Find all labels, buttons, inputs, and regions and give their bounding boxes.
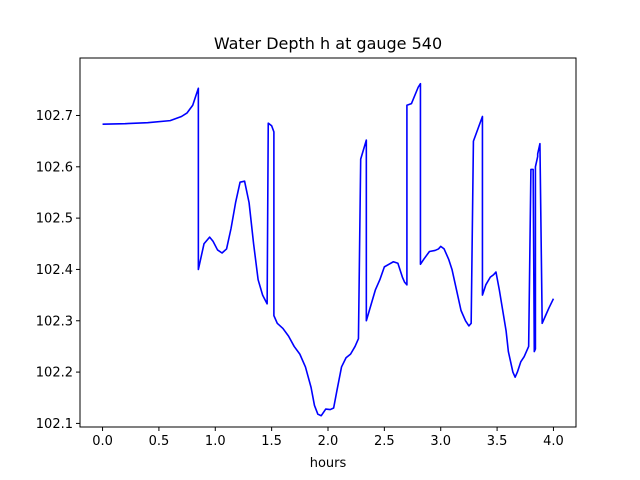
x-tick-label: 0.5 [149, 434, 170, 449]
y-tick-label: 102.2 [36, 366, 73, 381]
x-tick-label: 3.0 [430, 434, 451, 449]
x-tick-label: 2.5 [374, 434, 395, 449]
x-axis-label: hours [310, 456, 347, 471]
x-axis: 0.0 0.5 1.0 1.5 2.0 2.5 3.0 3.5 4.0 [92, 427, 564, 449]
y-tick-label: 102.7 [36, 109, 73, 124]
series-line-1 [102, 82, 555, 417]
y-tick-label: 102.4 [36, 263, 73, 278]
y-tick-label: 102.3 [36, 314, 73, 329]
axes-frame [79, 57, 577, 428]
y-tick-label: 102.5 [36, 212, 73, 227]
chart-title: Water Depth h at gauge 540 [214, 34, 442, 53]
x-tick-label: 2.0 [318, 434, 339, 449]
x-tick-label: 3.5 [487, 434, 508, 449]
x-tick-label: 1.0 [205, 434, 226, 449]
plot-area [102, 82, 555, 417]
y-axis: 102.1 102.2 102.3 102.4 102.5 102.6 102.7 [36, 109, 80, 432]
x-tick-label: 4.0 [543, 434, 564, 449]
x-tick-label: 0.0 [92, 434, 113, 449]
x-tick-label: 1.5 [261, 434, 282, 449]
y-tick-label: 102.6 [36, 160, 73, 175]
y-tick-label: 102.1 [36, 417, 73, 432]
